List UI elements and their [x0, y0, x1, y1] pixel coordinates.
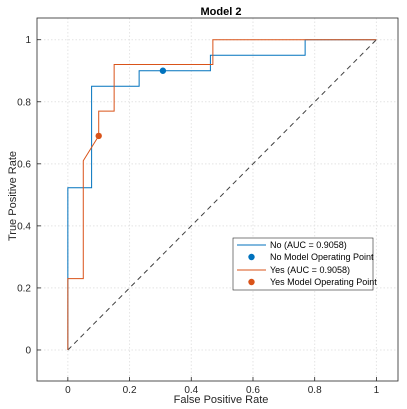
y-axis-label: True Positive Rate: [7, 151, 19, 241]
legend-swatch-no-point: [248, 253, 255, 261]
x-tick-label: 0.4: [184, 385, 198, 396]
plot-area-border: [36, 17, 399, 382]
legend-label-yes-curve: Yes (AUC = 0.9058): [270, 265, 350, 275]
x-tick-label: 0.2: [123, 385, 137, 396]
legend-swatch-yes-point: [248, 278, 255, 286]
legend-label-no-point: No Model Operating Point: [270, 252, 374, 262]
roc-curve-yes: [67, 39, 377, 350]
operating-points: [95, 67, 167, 140]
chart-title: Model 2: [201, 6, 242, 18]
x-axis-ticks: 0 0.2 0.4 0.6 0.8 1: [65, 377, 380, 396]
chance-line-group: [67, 39, 377, 351]
y-tick-label: 0: [25, 345, 31, 356]
legend-box: [232, 237, 374, 291]
roc-curve-no: [67, 39, 377, 350]
legend-label-no-curve: No (AUC = 0.9058): [270, 240, 347, 250]
y-tick-label: 0.4: [17, 221, 31, 232]
x-tick-label: 0.8: [308, 385, 322, 396]
y-tick-label: 0.6: [17, 159, 31, 170]
legend: No (AUC = 0.9058) No Model Operating Poi…: [232, 237, 377, 291]
y-tick-label: 0.8: [17, 97, 31, 108]
chance-line: [67, 39, 377, 351]
x-tick-label: 0.6: [246, 385, 260, 396]
grid: [37, 18, 398, 381]
x-tick-label: 0: [65, 385, 71, 396]
legend-label-yes-point: Yes Model Operating Point: [270, 277, 377, 287]
y-tick-label: 0.2: [17, 283, 31, 294]
operating-point-no: [159, 67, 167, 74]
y-tick-label: 1: [25, 35, 31, 46]
y-axis-ticks: 0 0.2 0.4 0.6 0.8 1: [17, 35, 41, 356]
x-tick-label: 1: [374, 385, 380, 396]
roc-series: [67, 39, 377, 350]
x-axis-label: False Positive Rate: [174, 394, 269, 406]
operating-point-yes: [95, 132, 102, 140]
